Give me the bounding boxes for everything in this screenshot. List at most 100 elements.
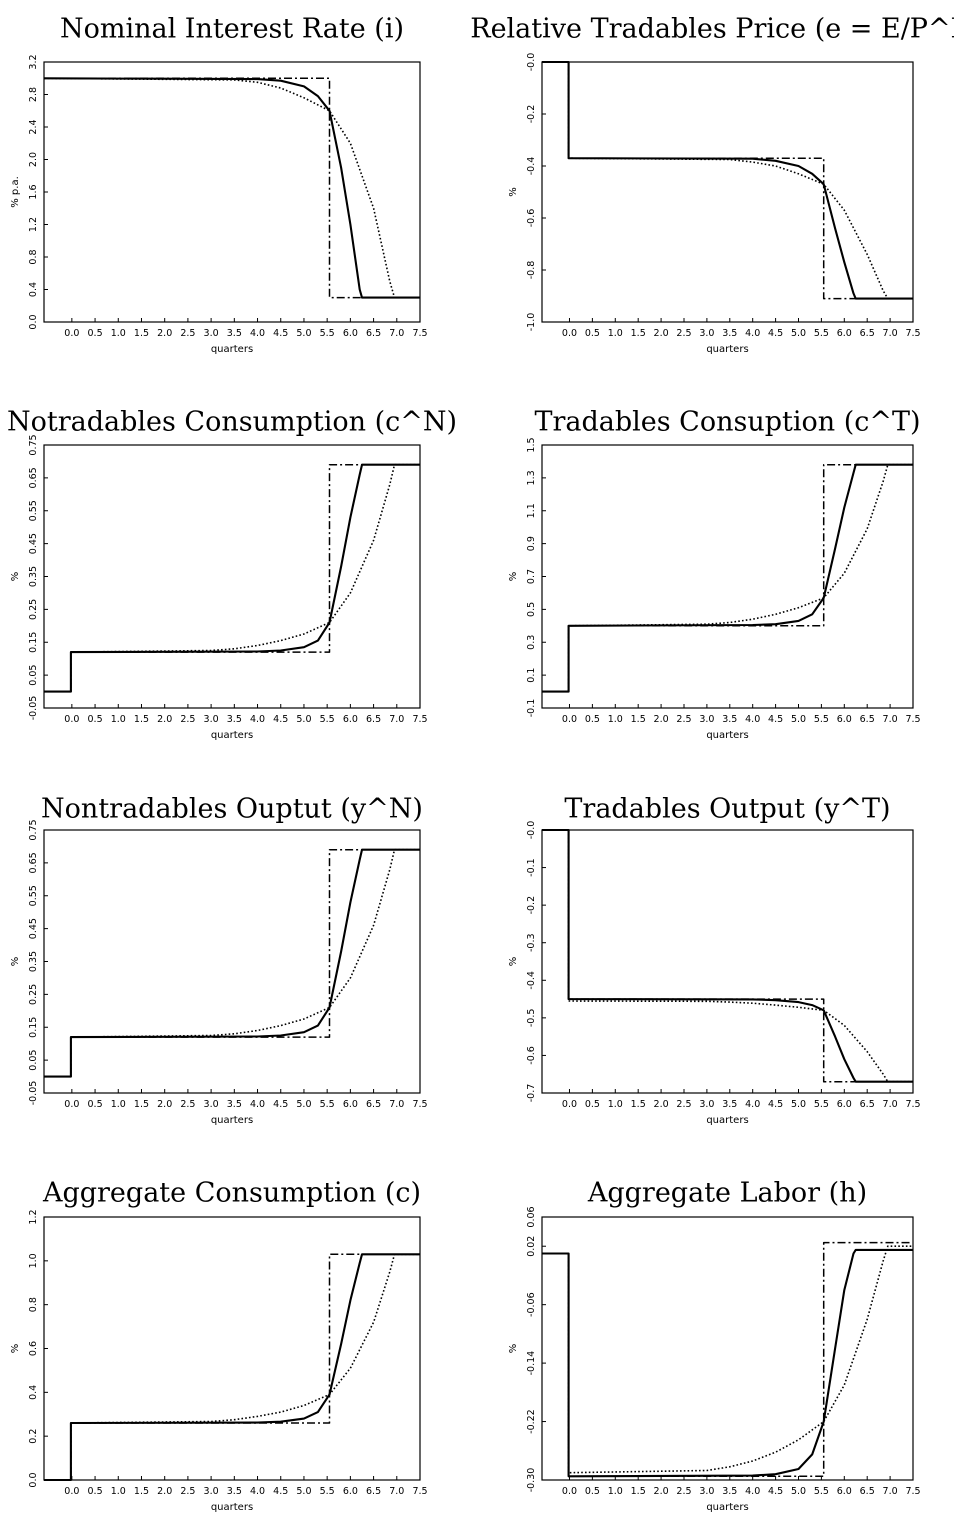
x-tick-label: 6.5 [366, 1486, 381, 1497]
x-tick-label: 0.0 [64, 714, 79, 725]
x-tick-label: 3.5 [227, 1099, 242, 1110]
x-tick-label: 7.5 [905, 714, 920, 725]
y-tick-label: 0.2 [28, 1429, 39, 1444]
x-tick-label: 2.0 [157, 714, 172, 725]
y-tick-label: 0.05 [28, 665, 39, 686]
panel-7: Aggregate Labor (h) 0.0 0.5 1.0 1.5 2.0 2.5 3.0… [508, 1178, 921, 1514]
y-tick-label: 0.6 [28, 1341, 39, 1356]
y-tick-label: -0.22 [526, 1409, 537, 1434]
x-tick-label: 5.0 [296, 1099, 311, 1110]
x-tick-label: 1.5 [134, 714, 149, 725]
x-tick-label: 2.5 [180, 328, 195, 339]
y-tick-label: 0.8 [28, 1297, 39, 1312]
plot-frame [541, 1216, 914, 1481]
x-tick-label: 1.5 [631, 328, 646, 339]
series-dotted-line [542, 829, 913, 1083]
y-tick-label: 0.7 [526, 569, 537, 584]
x-tick-label: 6.0 [837, 1099, 852, 1110]
y-tick-label: -0.3 [526, 933, 537, 952]
panel-title: Nontradables Ouptut (y^N) [41, 794, 423, 825]
y-tick-label: -0.30 [526, 1468, 537, 1493]
x-tick-label: 3.0 [699, 714, 714, 725]
x-tick-label: 4.5 [273, 1486, 288, 1497]
x-tick-label: 6.0 [343, 1099, 358, 1110]
x-tick-label: 4.0 [745, 714, 760, 725]
x-tick-label: 3.5 [227, 328, 242, 339]
x-axis-label: quarters [706, 344, 748, 355]
x-tick-label: 6.5 [366, 328, 381, 339]
x-axis-label: quarters [211, 344, 253, 355]
x-tick-label: 1.5 [134, 328, 149, 339]
x-tick-label: 3.5 [227, 1486, 242, 1497]
x-tick-label: 1.0 [111, 1099, 126, 1110]
panel-title: Notradables Consumption (c^N) [7, 407, 457, 438]
y-tick-label: -0.06 [526, 1292, 537, 1317]
x-tick-label: 6.0 [343, 1486, 358, 1497]
x-tick-label: 3.5 [722, 1099, 737, 1110]
y-tick-label: 1.3 [526, 470, 537, 485]
x-tick-label: 3.5 [722, 328, 737, 339]
series-solid-line [542, 1248, 913, 1478]
plot-frame [541, 61, 914, 323]
x-tick-label: 0.5 [88, 1099, 103, 1110]
x-tick-label: 1.5 [134, 1486, 149, 1497]
plot-frame [541, 829, 914, 1094]
x-tick-label: 2.0 [654, 714, 669, 725]
x-tick-label: 4.0 [250, 1486, 265, 1497]
x-tick-label: 7.0 [883, 1486, 898, 1497]
y-tick-label: -0.0 [526, 821, 537, 840]
x-axis-label: quarters [211, 1502, 253, 1513]
x-tick-label: 7.0 [389, 328, 404, 339]
x-tick-label: 3.0 [204, 714, 219, 725]
y-tick-label: 0.75 [28, 819, 39, 840]
x-tick-label: 6.5 [860, 328, 875, 339]
x-tick-label: 6.0 [837, 1486, 852, 1497]
x-tick-label: 1.0 [608, 1486, 623, 1497]
y-tick-label: 0.55 [28, 500, 39, 521]
y-tick-label: 0.45 [28, 533, 39, 554]
y-tick-label: -0.7 [526, 1084, 537, 1103]
y-tick-label: 0.1 [526, 668, 537, 683]
y-tick-label: 0.15 [28, 632, 39, 653]
y-tick-label: 0.55 [28, 885, 39, 906]
x-tick-label: 0.5 [88, 1486, 103, 1497]
plot-frame [43, 444, 421, 709]
series-solid-line [542, 828, 913, 1083]
x-tick-label: 1.5 [134, 1099, 149, 1110]
x-tick-label: 4.0 [745, 1486, 760, 1497]
x-tick-label: 3.5 [722, 1486, 737, 1497]
y-tick-label: 0.35 [28, 951, 39, 972]
y-tick-label: 0.0 [28, 1472, 39, 1487]
y-tick-label: 0.3 [526, 635, 537, 650]
x-tick-label: 6.5 [366, 714, 381, 725]
x-tick-label: 5.5 [814, 1486, 829, 1497]
x-tick-label: 4.0 [745, 1099, 760, 1110]
x-tick-label: 4.0 [250, 714, 265, 725]
x-tick-label: 6.0 [343, 714, 358, 725]
x-tick-label: 5.0 [296, 714, 311, 725]
x-tick-label: 1.0 [111, 1486, 126, 1497]
plot-frame [43, 829, 421, 1094]
y-axis-label: % [10, 1344, 21, 1354]
x-tick-label: 0.0 [562, 1099, 577, 1110]
x-tick-label: 0.0 [562, 714, 577, 725]
y-tick-label: 0.75 [28, 434, 39, 455]
y-tick-label: -0.14 [526, 1351, 537, 1376]
x-tick-label: 5.5 [320, 328, 335, 339]
y-tick-label: 0.35 [28, 566, 39, 587]
panel-0: Nominal Interest Rate (i) 0.0 0.5 1.0 1.5 2.0… [10, 14, 428, 356]
x-tick-label: 3.0 [699, 328, 714, 339]
x-tick-label: 5.5 [814, 1099, 829, 1110]
y-tick-label: 0.06 [526, 1206, 537, 1227]
y-tick-label: -0.5 [526, 1009, 537, 1028]
y-axis-label: % [508, 187, 519, 197]
x-tick-label: 7.0 [389, 1099, 404, 1110]
panel-1: Relative Tradables Price (e = E/P^N) 0.0 0… [470, 14, 954, 356]
x-tick-label: 2.0 [157, 328, 172, 339]
x-tick-label: 0.0 [64, 1486, 79, 1497]
panel-title: Aggregate Consumption (c) [42, 1178, 421, 1209]
y-tick-label: 1.0 [28, 1253, 39, 1268]
x-tick-label: 1.0 [608, 328, 623, 339]
y-tick-label: -0.6 [526, 1046, 537, 1065]
panel-4: Nontradables Ouptut (y^N) 0.0 0.5 1.0 1.5 2.0… [10, 794, 428, 1127]
